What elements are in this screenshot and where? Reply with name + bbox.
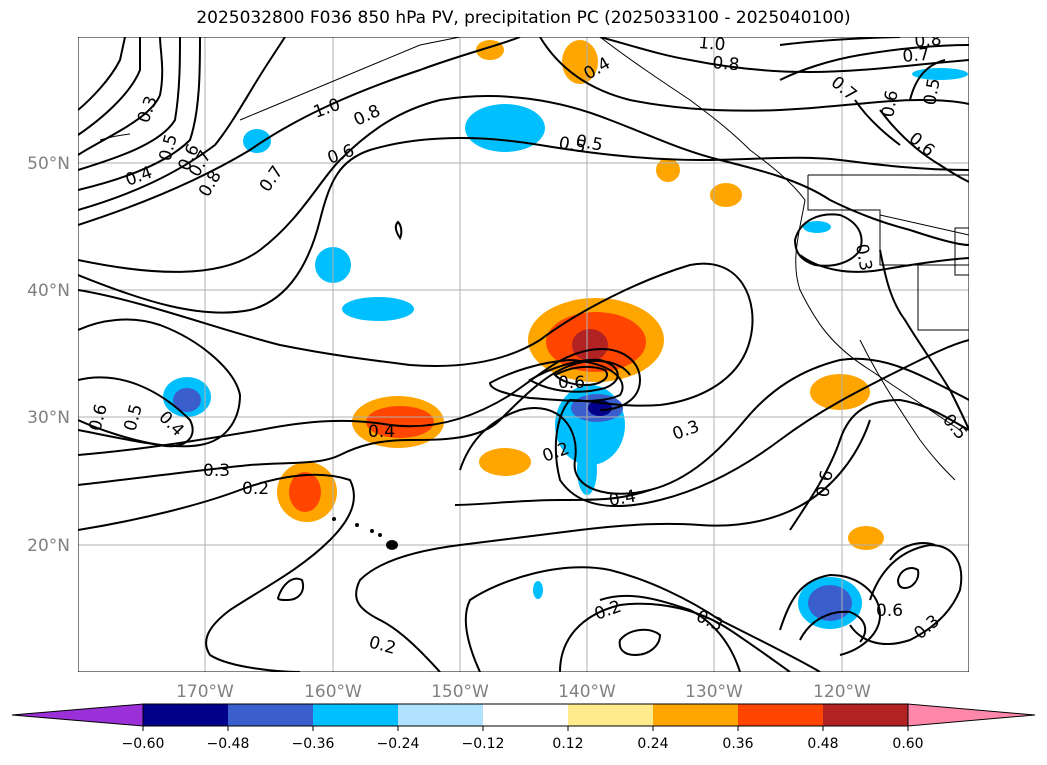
lat-label-30n: 30°N: [27, 408, 70, 428]
contour-label: 0.5: [574, 131, 604, 155]
colorbar-tick-label: −0.36: [292, 736, 335, 752]
colorbar-tick-label: 0.48: [807, 736, 838, 752]
colorbar-tick-label: −0.48: [207, 736, 250, 752]
contour-label: 0.8: [914, 30, 943, 52]
contour-label: 0.6: [558, 373, 585, 393]
pv-contours: [78, 37, 969, 672]
colorbar-segment: [398, 704, 483, 726]
contour-label: 0.8: [712, 53, 741, 75]
colorbar-segment: [483, 704, 568, 726]
colorbar-segment: [313, 704, 398, 726]
plot-area: 0.3 0.5 0.6 0.4 0.7 0.8 1.0 0.8 0.6 0.7 …: [78, 30, 969, 672]
lon-label-150w: 150°W: [431, 682, 489, 702]
lon-label-160w: 160°W: [304, 682, 362, 702]
colorbar-segment: [143, 704, 228, 726]
colorbar-segment: [228, 704, 313, 726]
colorbar-tick-label: 0.24: [637, 736, 668, 752]
contour-label: 0.4: [607, 487, 637, 511]
colorbar-extend-low: [11, 703, 144, 727]
lon-label-120w: 120°W: [813, 682, 871, 702]
colorbar-extend-high: [907, 703, 1036, 727]
colorbar-tick-label: 0.12: [552, 736, 583, 752]
colorbar-segment: [738, 704, 823, 726]
contour-label: 0.2: [242, 479, 269, 499]
contour-label: 0.3: [203, 461, 230, 481]
contour-label: 0.4: [368, 422, 395, 442]
colorbar-tick-label: −0.60: [122, 736, 165, 752]
contour-label: 1.0: [698, 33, 727, 55]
gridlines: [78, 37, 969, 672]
colorbar-tick-label: 0.36: [722, 736, 753, 752]
colorbar-frame: [142, 703, 909, 727]
colorbar-segment: [823, 704, 908, 726]
contour-label: 0.5: [557, 133, 587, 157]
hawaii-islands: [332, 517, 398, 550]
contour-label: 0.6: [813, 469, 837, 499]
colorbar: −0.60 −0.48 −0.36 −0.24 −0.12 0.12 0.24 0.36 0.4…: [11, 703, 1036, 752]
lat-label-40n: 40°N: [27, 281, 70, 301]
colorbar-segment: [653, 704, 738, 726]
contour-label: 0.7: [902, 45, 931, 67]
contour-label: 0.6: [878, 89, 902, 119]
colorbar-tick-label: −0.12: [462, 736, 505, 752]
longitude-labels: 170°W 160°W 150°W 140°W 130°W 120°W: [176, 682, 871, 702]
lat-label-50n: 50°N: [27, 154, 70, 174]
lon-label-170w: 170°W: [176, 682, 234, 702]
colorbar-segment: [568, 704, 653, 726]
lat-label-20n: 20°N: [27, 536, 70, 556]
contour-label: 0.3: [851, 242, 875, 272]
lon-label-140w: 140°W: [558, 682, 616, 702]
latitude-labels: 50°N 40°N 30°N 20°N: [27, 154, 70, 556]
lon-label-130w: 130°W: [685, 682, 743, 702]
contour-label: 0.6: [876, 601, 903, 621]
map-title: 2025032800 F036 850 hPa PV, precipitatio…: [196, 8, 851, 28]
colorbar-tick-label: −0.24: [377, 736, 420, 752]
contour-label: 0.5: [920, 77, 944, 107]
colorbar-tick-label: 0.60: [892, 736, 923, 752]
